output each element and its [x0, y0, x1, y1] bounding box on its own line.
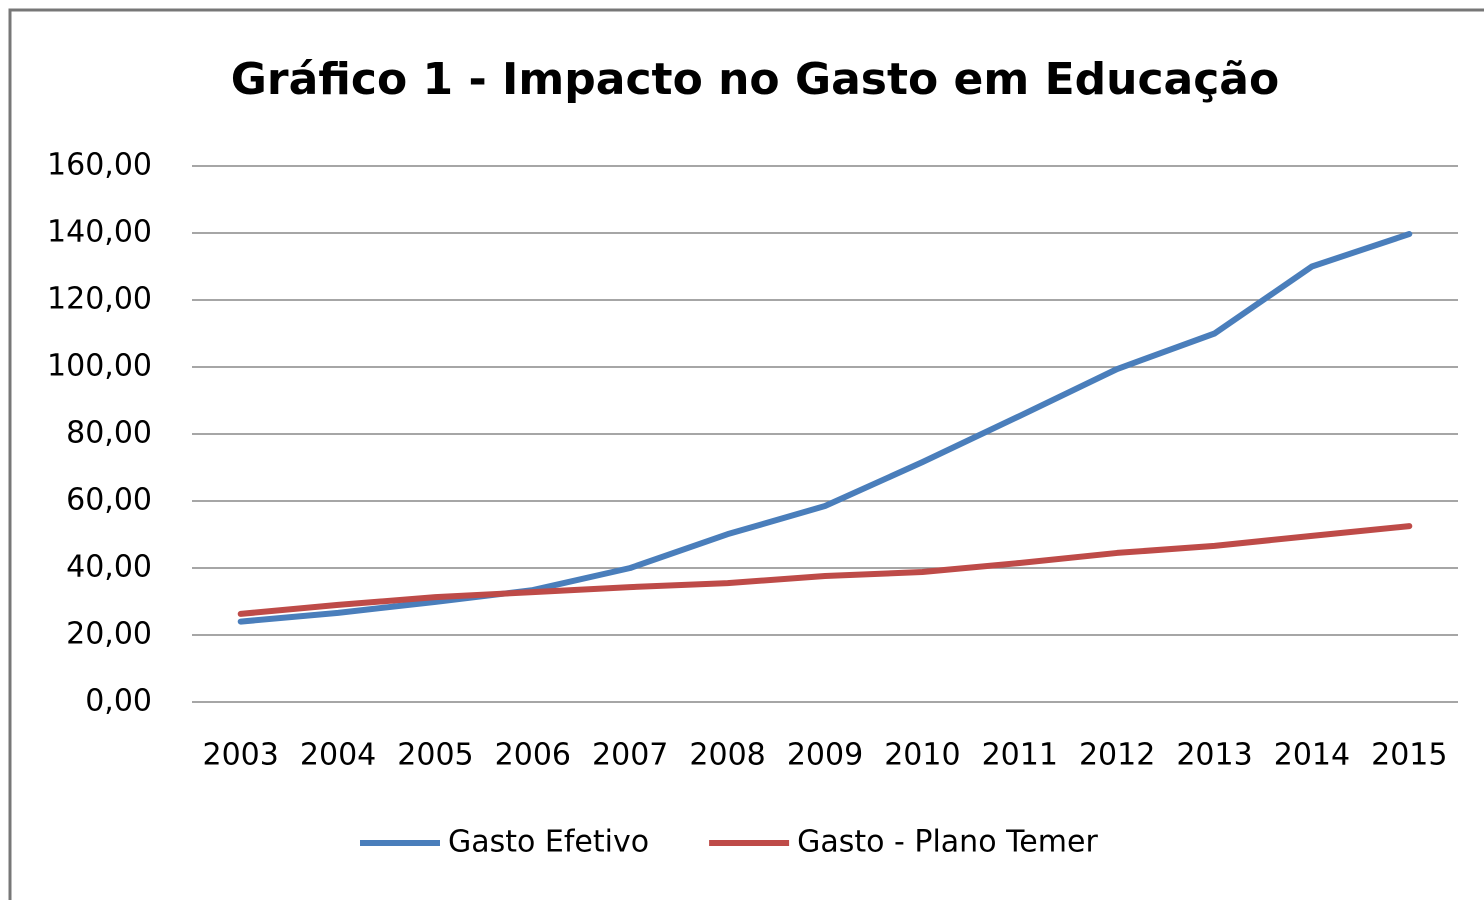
y-tick-label: 20,00	[66, 617, 152, 652]
series-line	[237, 523, 1413, 617]
y-tick-label: 140,00	[47, 215, 152, 250]
x-tick-label: 2005	[397, 738, 473, 773]
legend-label: Gasto - Plano Temer	[797, 825, 1098, 860]
y-tick-label: 0,00	[85, 684, 152, 719]
chart-frame	[8, 8, 1484, 900]
y-tick-label: 40,00	[66, 550, 152, 585]
series-line	[237, 231, 1413, 625]
y-tick-label: 100,00	[47, 349, 152, 384]
y-tick-label: 80,00	[66, 416, 152, 451]
x-tick-label: 2013	[1176, 738, 1252, 773]
x-tick-label: 2008	[689, 738, 765, 773]
y-tick-label: 120,00	[47, 282, 152, 317]
x-tick-label: 2015	[1371, 738, 1447, 773]
x-tick-label: 2009	[787, 738, 863, 773]
y-tick-label: 160,00	[47, 148, 152, 183]
legend-label: Gasto Efetivo	[448, 825, 649, 860]
x-tick-label: 2014	[1274, 738, 1350, 773]
x-tick-label: 2010	[884, 738, 960, 773]
x-tick-label: 2012	[1079, 738, 1155, 773]
x-tick-label: 2003	[203, 738, 279, 773]
x-tick-label: 2007	[592, 738, 668, 773]
x-tick-label: 2011	[982, 738, 1058, 773]
y-tick-label: 60,00	[66, 483, 152, 518]
x-tick-label: 2006	[495, 738, 571, 773]
x-tick-label: 2004	[300, 738, 376, 773]
chart-title: Gráfico 1 - Impacto no Gasto em Educação	[231, 54, 1279, 105]
